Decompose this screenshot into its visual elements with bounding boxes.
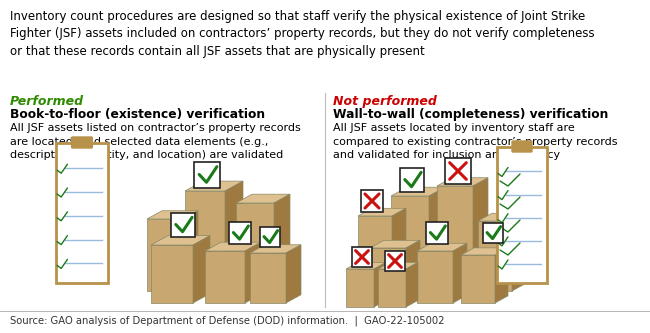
Text: Performed: Performed <box>10 95 84 108</box>
Polygon shape <box>378 269 406 307</box>
Polygon shape <box>358 208 406 216</box>
Polygon shape <box>147 219 183 291</box>
Polygon shape <box>473 178 488 291</box>
Polygon shape <box>250 245 301 253</box>
FancyBboxPatch shape <box>171 213 195 237</box>
Polygon shape <box>370 248 406 303</box>
Polygon shape <box>151 245 193 303</box>
Polygon shape <box>461 255 495 303</box>
Polygon shape <box>417 243 467 251</box>
Polygon shape <box>147 211 198 219</box>
FancyBboxPatch shape <box>512 141 532 152</box>
Polygon shape <box>378 262 418 269</box>
Polygon shape <box>286 245 301 303</box>
Polygon shape <box>406 240 420 303</box>
FancyBboxPatch shape <box>352 247 372 267</box>
Polygon shape <box>151 236 210 245</box>
Polygon shape <box>225 181 243 291</box>
FancyBboxPatch shape <box>426 222 448 244</box>
FancyBboxPatch shape <box>385 251 405 271</box>
Polygon shape <box>437 178 488 186</box>
Polygon shape <box>245 242 261 303</box>
Polygon shape <box>374 262 386 307</box>
Text: Inventory count procedures are designed so that staff verify the physical existe: Inventory count procedures are designed … <box>10 10 595 58</box>
Polygon shape <box>391 187 445 196</box>
FancyBboxPatch shape <box>72 137 92 148</box>
Polygon shape <box>346 269 374 307</box>
Polygon shape <box>250 253 286 303</box>
Polygon shape <box>478 213 526 221</box>
Text: Wall-to-wall (completeness) verification: Wall-to-wall (completeness) verification <box>333 108 608 121</box>
Polygon shape <box>236 203 274 291</box>
Polygon shape <box>406 262 418 307</box>
Polygon shape <box>437 186 473 291</box>
FancyBboxPatch shape <box>229 222 251 244</box>
FancyBboxPatch shape <box>56 143 108 283</box>
FancyBboxPatch shape <box>483 223 503 243</box>
FancyBboxPatch shape <box>400 168 424 192</box>
Polygon shape <box>183 211 198 291</box>
Polygon shape <box>495 248 508 303</box>
Text: Book-to-floor (existence) verification: Book-to-floor (existence) verification <box>10 108 265 121</box>
Polygon shape <box>417 251 453 303</box>
Text: All JSF assets located by inventory staff are
compared to existing contractor’s : All JSF assets located by inventory staf… <box>333 123 618 160</box>
Text: Not performed: Not performed <box>333 95 437 108</box>
Polygon shape <box>461 248 508 255</box>
Polygon shape <box>453 243 467 303</box>
Polygon shape <box>392 208 406 291</box>
Polygon shape <box>370 240 420 248</box>
Polygon shape <box>205 251 245 303</box>
Polygon shape <box>358 216 392 291</box>
Polygon shape <box>185 191 225 291</box>
Polygon shape <box>391 196 429 291</box>
Polygon shape <box>205 242 261 251</box>
Text: All JSF assets listed on contractor’s property records
are located, and selected: All JSF assets listed on contractor’s pr… <box>10 123 301 160</box>
FancyBboxPatch shape <box>445 158 471 184</box>
Polygon shape <box>185 181 243 191</box>
Polygon shape <box>236 194 290 203</box>
FancyBboxPatch shape <box>361 190 383 212</box>
Polygon shape <box>512 213 526 291</box>
Polygon shape <box>429 187 445 291</box>
Polygon shape <box>346 262 386 269</box>
Text: Source: GAO analysis of Department of Defense (DOD) information.  |  GAO-22-1050: Source: GAO analysis of Department of De… <box>10 315 445 325</box>
FancyBboxPatch shape <box>194 162 220 188</box>
Polygon shape <box>274 194 290 291</box>
Polygon shape <box>193 236 210 303</box>
FancyBboxPatch shape <box>260 227 280 247</box>
Polygon shape <box>478 221 512 291</box>
FancyBboxPatch shape <box>497 147 547 283</box>
